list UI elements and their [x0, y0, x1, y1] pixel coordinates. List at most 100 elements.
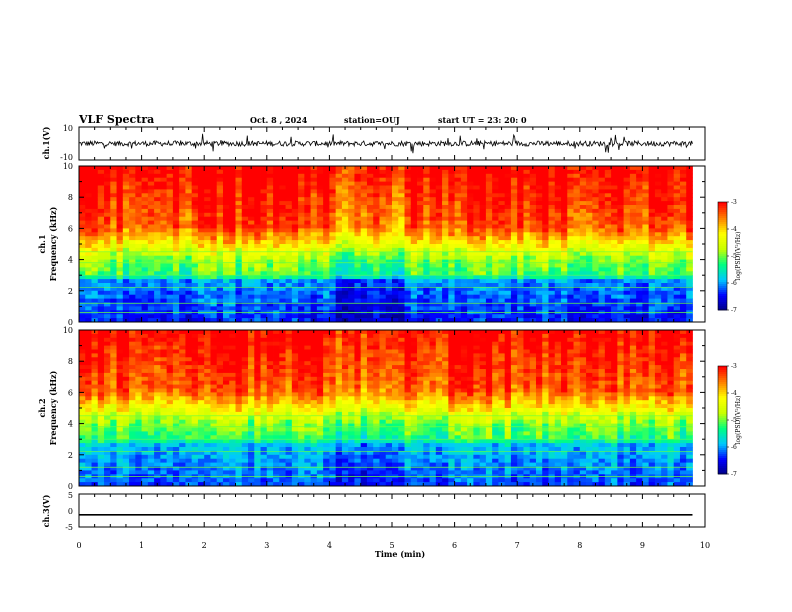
- spec1-ytick-label: 4: [68, 256, 73, 265]
- spectrogram-cell: [154, 357, 161, 362]
- spectrogram-cell: [191, 349, 199, 354]
- spectrogram-cell: [673, 255, 681, 260]
- spectrogram-cell: [304, 263, 312, 268]
- spectrogram-cell: [97, 408, 105, 413]
- spectrogram-cell: [285, 212, 293, 218]
- spectrogram-cell: [310, 283, 318, 288]
- spectrogram-cell: [85, 251, 92, 257]
- spectrogram-cell: [473, 267, 481, 272]
- spectrogram-cell: [442, 193, 449, 198]
- spectrogram-cell: [116, 470, 124, 475]
- spectrogram-cell: [573, 314, 581, 319]
- spectrogram-cell: [172, 244, 180, 249]
- spectrogram-cell: [510, 208, 518, 214]
- spectrogram-cell: [85, 240, 92, 245]
- spectrogram-cell: [285, 166, 293, 171]
- spectrogram-cell: [385, 306, 393, 311]
- spectrogram-cell: [679, 271, 687, 276]
- spectrogram-cell: [172, 169, 180, 175]
- spectrogram-cell: [172, 251, 180, 257]
- spectrogram-cell: [141, 306, 149, 311]
- spectrogram-cell: [279, 306, 286, 311]
- spectrogram-cell: [392, 263, 399, 268]
- spectrogram-cell: [116, 177, 124, 182]
- cb1-swatch: [718, 290, 727, 293]
- spectrogram-cell: [379, 177, 387, 182]
- spectrogram-cell: [129, 314, 136, 319]
- spectrogram-cell: [341, 294, 349, 299]
- spectrogram-cell: [135, 232, 142, 237]
- spectrogram-cell: [348, 201, 355, 206]
- spectrogram-cell: [366, 240, 374, 245]
- spectrogram-cell: [172, 349, 180, 354]
- spectrogram-cell: [85, 361, 92, 366]
- spectrogram-cell: [91, 232, 99, 237]
- spectrogram-cell: [598, 228, 606, 233]
- spectrogram-cell: [535, 169, 543, 175]
- spectrogram-cell: [604, 255, 612, 260]
- spectrogram-cell: [429, 220, 437, 225]
- spectrogram-cell: [110, 423, 117, 428]
- spectrogram-cell: [166, 314, 174, 319]
- spectrogram-cell: [229, 267, 236, 272]
- spectrogram-cell: [542, 286, 549, 292]
- spectrogram-cell: [636, 290, 643, 296]
- spectrogram-cell: [285, 173, 293, 179]
- spectrogram-cell: [197, 318, 205, 323]
- spectrogram-cell: [241, 318, 249, 323]
- spectrogram-cell: [141, 423, 149, 428]
- spectrogram-cell: [392, 240, 399, 245]
- spectrogram-cell: [542, 302, 549, 307]
- spectrogram-cell: [567, 251, 574, 257]
- spectrogram-cell: [523, 275, 531, 280]
- spectrogram-cell: [166, 376, 174, 382]
- spectrogram-cell: [373, 232, 380, 237]
- spectrogram-cell: [110, 240, 117, 245]
- spectrogram-cell: [116, 400, 124, 405]
- spectrogram-cell: [172, 447, 180, 452]
- spectrogram-cell: [79, 458, 86, 463]
- spectrogram-cell: [279, 294, 286, 299]
- spectrogram-cell: [573, 286, 581, 292]
- spectrogram-cell: [147, 259, 155, 264]
- spectrogram-cell: [598, 279, 606, 284]
- spectrogram-cell: [642, 185, 650, 190]
- spectrogram-cell: [291, 193, 299, 198]
- spectrogram-cell: [661, 283, 668, 288]
- spectrogram-cell: [460, 263, 468, 268]
- spectrogram-cell: [598, 247, 606, 253]
- spectrogram-cell: [204, 275, 211, 280]
- spectrogram-cell: [279, 244, 286, 249]
- spectrogram-cell: [435, 208, 443, 214]
- spectrogram-cell: [285, 205, 293, 210]
- spectrogram-cell: [485, 275, 493, 280]
- spectrogram-cell: [679, 169, 687, 175]
- spectrogram-cell: [172, 298, 180, 303]
- spectrogram-cell: [479, 193, 487, 198]
- spectrogram-cell: [598, 208, 606, 214]
- spectrogram-cell: [197, 306, 205, 311]
- spectrogram-cell: [197, 349, 205, 354]
- spectrogram-cell: [517, 244, 524, 249]
- spectrogram-cell: [517, 189, 524, 194]
- spectrogram-cell: [210, 177, 218, 182]
- spectrogram-cell: [354, 240, 362, 245]
- spectrogram-cell: [154, 411, 161, 417]
- spectrogram-cell: [404, 306, 412, 311]
- spectrogram-cell: [172, 376, 180, 382]
- spectrogram-cell: [517, 208, 524, 214]
- spectrogram-cell: [661, 201, 668, 206]
- spectrogram-cell: [166, 251, 174, 257]
- spectrogram-cell: [485, 232, 493, 237]
- spectrogram-cell: [373, 216, 380, 221]
- spectrogram-cell: [417, 279, 424, 284]
- spectrogram-cell: [604, 263, 612, 268]
- spectrogram-cell: [535, 275, 543, 280]
- spectrogram-cell: [172, 247, 180, 253]
- spectrogram-cell: [172, 279, 180, 284]
- spectrogram-cell: [122, 212, 130, 218]
- spectrogram-cell: [354, 173, 362, 179]
- spectrogram-cell: [373, 240, 380, 245]
- spectrogram-cell: [85, 349, 92, 354]
- spec1-ytick-label: 10: [63, 162, 73, 171]
